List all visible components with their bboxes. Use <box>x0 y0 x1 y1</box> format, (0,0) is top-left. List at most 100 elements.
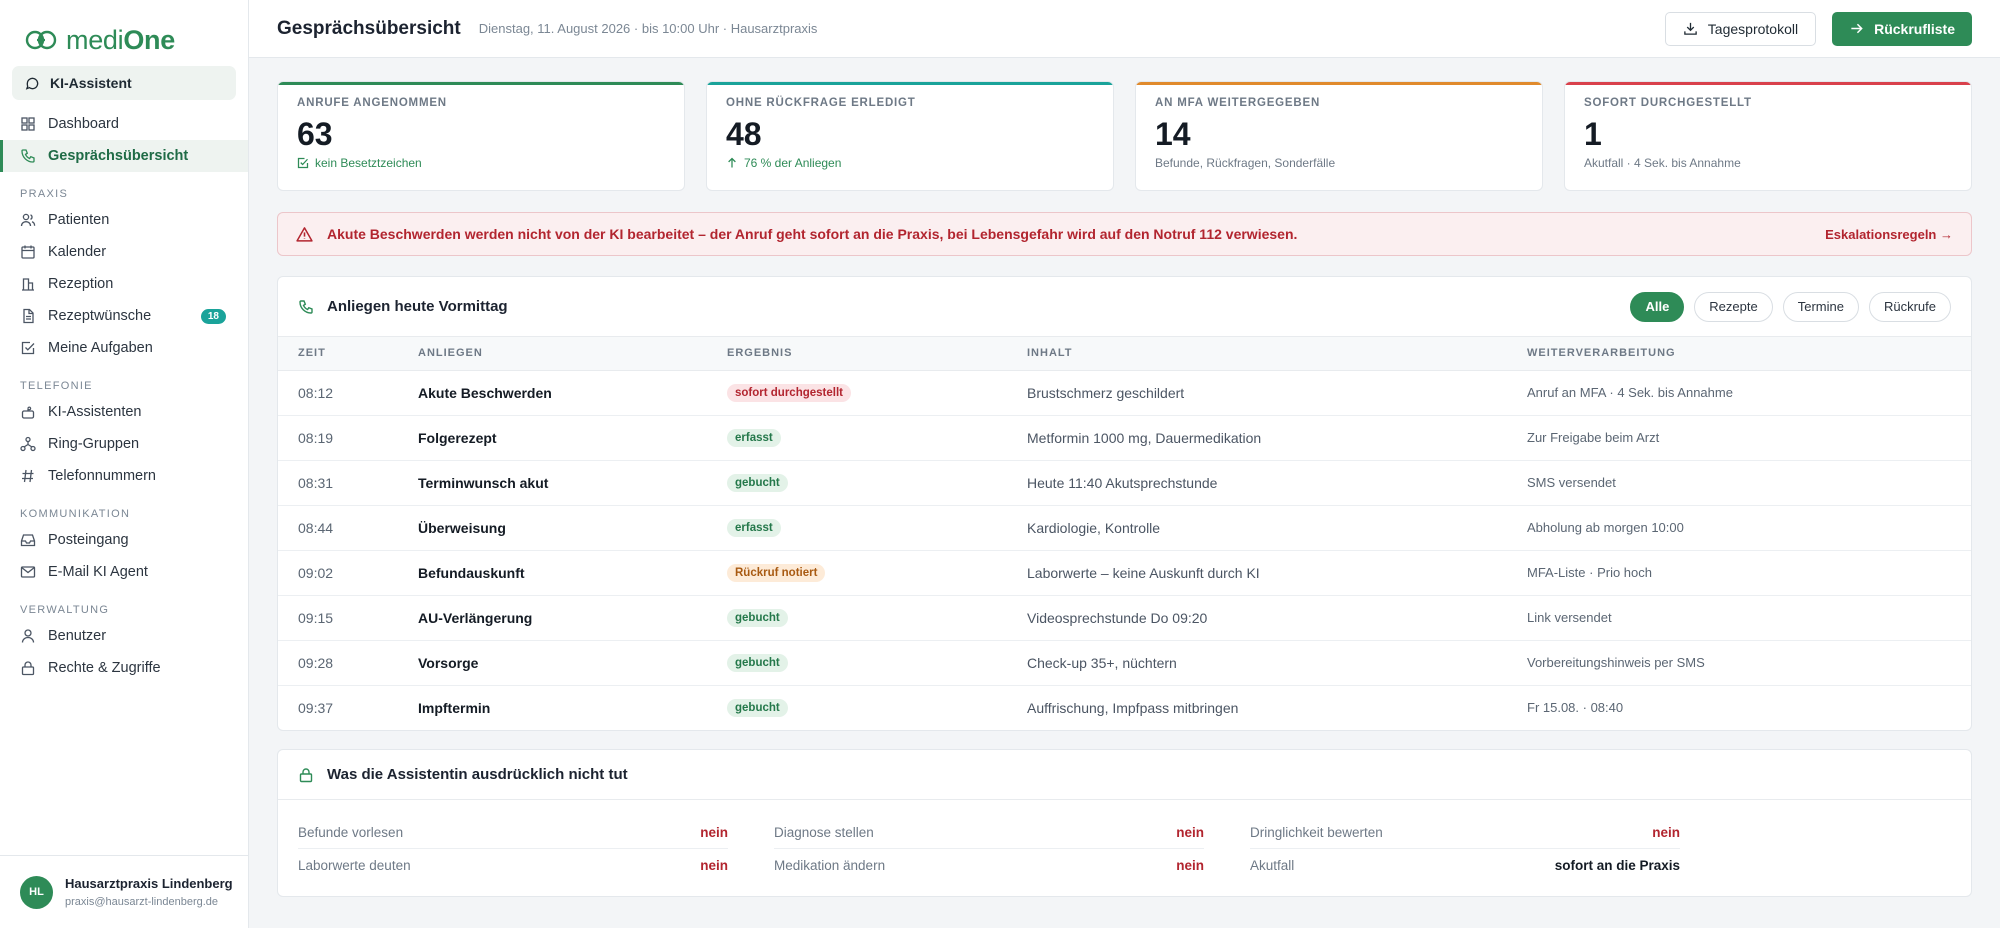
nav-item-telefonnummern[interactable]: Telefonnummern <box>0 460 248 492</box>
cell-content: Auffrischung, Impfpass mitbringen <box>1027 699 1239 716</box>
nav-label: Patienten <box>48 212 110 228</box>
account-email: praxis@hausarzt-lindenberg.de <box>65 896 219 908</box>
page-subtitle: Dienstag, 11. August 2026 · bis 10:00 Uh… <box>478 21 818 36</box>
row-value: nein <box>1176 824 1204 840</box>
filter-termine[interactable]: Termine <box>1782 291 1859 322</box>
checkbox-icon <box>21 341 35 355</box>
mail-icon <box>20 566 36 578</box>
nav-item-benutzer[interactable]: Benutzer <box>0 620 248 652</box>
cell-time: 08:44 <box>278 505 418 551</box>
escalation-alert: Akute Beschwerden werden nicht von der K… <box>277 212 1972 256</box>
row-label: Laborwerte deuten <box>298 858 411 873</box>
ki-assistant-button[interactable]: KI-Assistent <box>12 66 236 100</box>
cell-result: Rückruf notiert <box>727 550 1027 596</box>
row-value: nein <box>700 858 728 873</box>
nav-item-kalender[interactable]: Kalender <box>0 236 248 268</box>
row-label: Befunde vorlesen <box>298 824 404 840</box>
kpi-note-text: kein Besetztzeichen <box>315 156 422 170</box>
cell-next: Anruf an MFA · 4 Sek. bis Annahme <box>1527 370 1971 416</box>
not-doing-row: Medikation ändern nein <box>774 849 1204 882</box>
cell-content: Kardiologie, Kontrolle <box>1027 505 1527 551</box>
account-footer[interactable]: HL Hausarztpraxis Lindenberg praxis@haus… <box>0 855 248 928</box>
nav-item-meine-aufgaben[interactable]: Meine Aufgaben <box>0 332 248 364</box>
cell-topic: Befundauskunft <box>418 550 727 596</box>
section-title-praxis: PRAXIS <box>20 188 69 200</box>
cell-result: gebucht <box>727 595 1027 641</box>
cell-next: MFA-Liste · Prio hoch <box>1527 550 1971 596</box>
row-value: nein <box>1176 858 1204 873</box>
cell-topic: AU-Verlängerung <box>418 595 727 641</box>
col-weiterverarbeitung[interactable]: WEITERVERARBEITUNG <box>1527 337 1971 371</box>
nav-item-dashboard[interactable]: Dashboard <box>0 108 248 140</box>
nav-item-rechte-zugriffe[interactable]: Rechte & Zugriffe <box>0 652 248 684</box>
not-doing-row: Laborwerte deuten nein <box>298 849 728 882</box>
nav-label: Gesprächsübersicht <box>48 148 189 164</box>
users-icon <box>20 213 36 227</box>
status-badge: gebucht <box>727 654 788 672</box>
nav-item-posteingang[interactable]: Posteingang <box>0 524 248 556</box>
kpi-card-mfa: AN MFA WEITERGEGEBEN 14 Befunde, Rückfra… <box>1135 81 1543 191</box>
table-row[interactable]: 09:15 AU-Verlängerung gebucht Videosprec… <box>278 595 1971 641</box>
not-doing-column: Dringlichkeit bewerten nein Akutfall sofor… <box>1250 816 1680 882</box>
nav-item-patienten[interactable]: Patienten <box>0 204 248 236</box>
nav-label: Rechte & Zugriffe <box>48 660 161 676</box>
cell-time: 08:19 <box>278 415 418 461</box>
table-row[interactable]: 09:02 Befundauskunft Rückruf notiert Lab… <box>278 550 1971 596</box>
table-row[interactable]: 08:44 Überweisung erfasst Kardiologie, K… <box>278 505 1971 551</box>
requests-table: ZEIT ANLIEGEN ERGEBNIS INHALT WEITERVERA… <box>278 337 1971 730</box>
not-doing-row: Dringlichkeit bewerten nein <box>1250 816 1680 849</box>
col-zeit[interactable]: ZEIT <box>278 337 418 371</box>
kpi-value: 63 <box>297 116 333 152</box>
escalation-rules-link[interactable]: Eskalationsregeln → <box>1825 226 1953 242</box>
main-nav: Dashboard Gesprächsübersicht PRAXIS Pati… <box>0 108 248 684</box>
filter-rezepte[interactable]: Rezepte <box>1694 291 1773 322</box>
table-row[interactable]: 08:19 Folgerezept erfasst Metformin 1000… <box>278 415 1971 461</box>
cell-next: Abholung ab morgen 10:00 <box>1527 505 1971 551</box>
cell-topic: Akute Beschwerden <box>418 370 727 416</box>
cell-content: Metformin 1000 mg, Dauermedikation <box>1027 415 1527 461</box>
row-label: Diagnose stellen <box>774 824 874 840</box>
phone-icon <box>21 149 35 163</box>
logo-icon <box>25 30 57 50</box>
table-row[interactable]: 08:12 Akute Beschwerden sofort durchgest… <box>278 370 1971 416</box>
col-inhalt[interactable]: INHALT <box>1027 337 1527 371</box>
avatar: HL <box>20 875 53 909</box>
nav-item-email-ki-agent[interactable]: E-Mail KI Agent <box>0 556 248 588</box>
tagesprotokoll-button[interactable]: Tagesprotokoll <box>1664 11 1817 46</box>
requests-card: Anliegen heute Vormittag Alle Rezepte Te… <box>277 276 1972 731</box>
cell-time: 09:28 <box>278 640 418 686</box>
cell-topic: Impftermin <box>418 699 491 716</box>
nav-item-rezeption[interactable]: Rezeption <box>0 268 248 300</box>
building-icon <box>22 278 34 291</box>
cell-result: gebucht <box>727 640 1027 686</box>
col-anliegen[interactable]: ANLIEGEN <box>418 337 727 371</box>
status-badge: erfasst <box>727 429 781 447</box>
cell-next: Fr 15.08. · 08:40 <box>1527 700 1624 716</box>
kpi-note-text: 76 % der Anliegen <box>744 156 842 170</box>
cell-result: sofort durchgestellt <box>727 370 1027 416</box>
cell-next: Link versendet <box>1527 595 1971 641</box>
not-doing-row: Befunde vorlesen nein <box>298 816 728 849</box>
hash-icon <box>22 469 34 483</box>
filter-alle[interactable]: Alle <box>1630 291 1685 322</box>
nav-item-gespraechsuebersicht[interactable]: Gesprächsübersicht <box>0 140 248 172</box>
arrow-right-icon <box>1851 23 1863 34</box>
table-row[interactable]: 08:31 Terminwunsch akut gebucht Heute 11… <box>278 460 1971 506</box>
table-row[interactable]: 09:28 Vorsorge gebucht Check-up 35+, nüc… <box>278 640 1971 686</box>
nav-item-ring-gruppen[interactable]: Ring-Gruppen <box>0 428 248 460</box>
grid-icon <box>21 117 35 131</box>
logo[interactable]: mediOne <box>0 0 248 60</box>
filter-rueckrufe[interactable]: Rückrufe <box>1868 291 1951 322</box>
rueckrufliste-button[interactable]: Rückrufliste <box>1832 11 1972 46</box>
status-badge: Rückruf notiert <box>727 564 826 582</box>
ki-assistant-label: KI-Assistent <box>50 75 132 91</box>
cell-result: erfasst <box>727 415 1027 461</box>
col-ergebnis[interactable]: ERGEBNIS <box>727 337 1027 371</box>
table-row[interactable]: 09:37 Impftermin gebucht Auffrischung, I… <box>278 685 1971 730</box>
kpi-value: 48 <box>726 116 762 152</box>
kpi-card-durchgestellt: SOFORT DURCHGESTELLT 1 Akutfall · 4 Sek.… <box>1564 81 1972 191</box>
nav-item-rezeptwuensche[interactable]: Rezeptwünsche 18 <box>0 300 248 332</box>
cell-topic: Vorsorge <box>418 640 727 686</box>
file-icon <box>23 308 34 324</box>
nav-item-ki-assistenten[interactable]: KI-Assistenten <box>0 396 248 428</box>
